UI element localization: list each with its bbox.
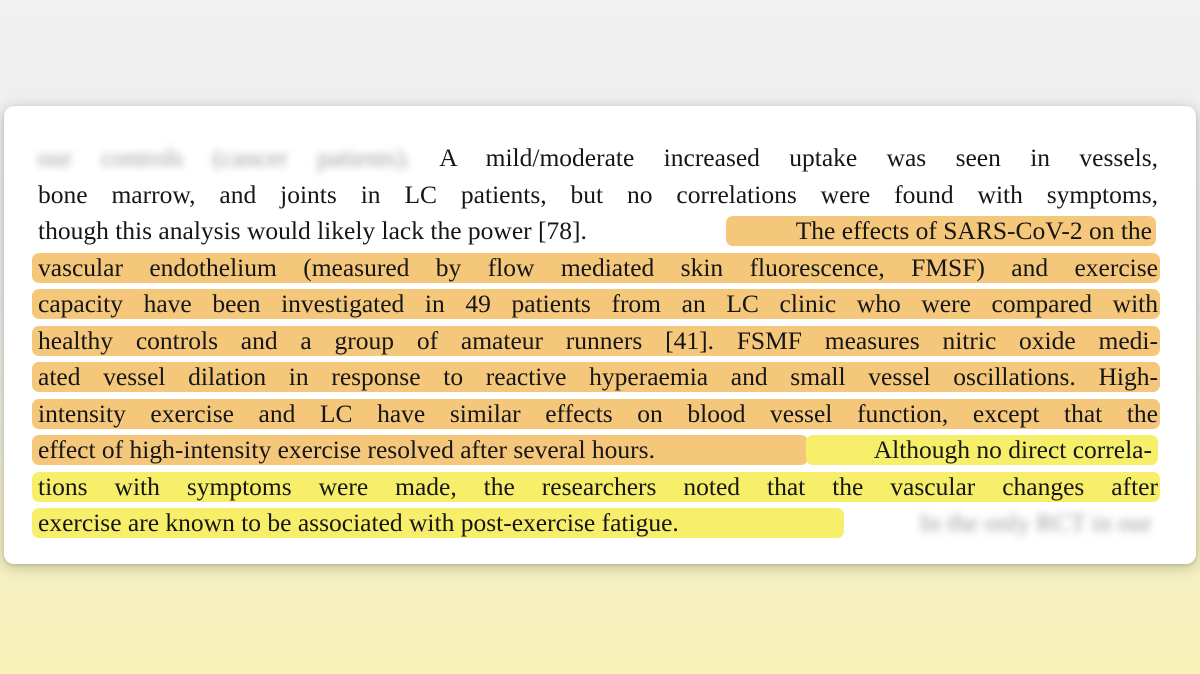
orange-highlight [32, 325, 1160, 356]
yellow-highlight [32, 508, 844, 538]
text-line-1: our controls (cancer patients). A mild/m… [38, 140, 1158, 177]
yellow-highlight [806, 435, 1158, 465]
highlighted-text: capacity have been investigated in 49 pa… [38, 289, 1158, 318]
blurred-text: In the only RCT in our [919, 508, 1152, 537]
text-line-11: exercise are known to be associated with… [32, 505, 1158, 542]
text-line-10: tions with symptoms were made, the resea… [32, 469, 1160, 506]
blurred-text: our controls (cancer patients). [38, 143, 412, 172]
highlighted-text: Although no direct correla- [873, 435, 1152, 464]
orange-highlight [32, 252, 1160, 283]
text-line-5: capacity have been investigated in 49 pa… [32, 286, 1160, 323]
text-line-9: effect of high-intensity exercise resolv… [32, 432, 1158, 469]
orange-highlight [32, 398, 1160, 429]
orange-highlight [32, 362, 1160, 392]
highlighted-text: effect of high-intensity exercise resolv… [38, 435, 655, 464]
highlighted-text: healthy controls and a group of amateur … [38, 325, 1158, 355]
line-text: bone marrow, and joints in LC patients, … [38, 179, 1158, 209]
paragraph: our controls (cancer patients). A mild/m… [32, 140, 1160, 542]
orange-highlight [32, 435, 808, 465]
orange-highlight [32, 289, 1160, 319]
highlighted-text: vascular endothelium (measured by flow m… [38, 252, 1158, 282]
line-text: though this analysis would likely lack t… [38, 216, 587, 245]
text-line-8: intensity exercise and LC have similar e… [32, 396, 1160, 433]
text-line-6: healthy controls and a group of amateur … [32, 323, 1160, 360]
yellow-highlight [32, 471, 1160, 502]
orange-highlight [726, 216, 1156, 246]
text-line-4: vascular endothelium (measured by flow m… [32, 250, 1160, 287]
line-text: A mild/moderate increased uptake was see… [439, 143, 1159, 172]
highlighted-text: The effects of SARS-CoV-2 on the [795, 216, 1152, 245]
text-line-2: bone marrow, and joints in LC patients, … [38, 177, 1158, 214]
highlighted-text: intensity exercise and LC have similar e… [38, 398, 1158, 428]
highlighted-text: ated vessel dilation in response to reac… [38, 362, 1158, 391]
text-line-3: though this analysis would likely lack t… [38, 213, 1158, 250]
highlighted-text: tions with symptoms were made, the resea… [38, 471, 1158, 501]
text-line-7: ated vessel dilation in response to reac… [32, 359, 1160, 396]
highlighted-text: exercise are known to be associated with… [38, 508, 679, 537]
